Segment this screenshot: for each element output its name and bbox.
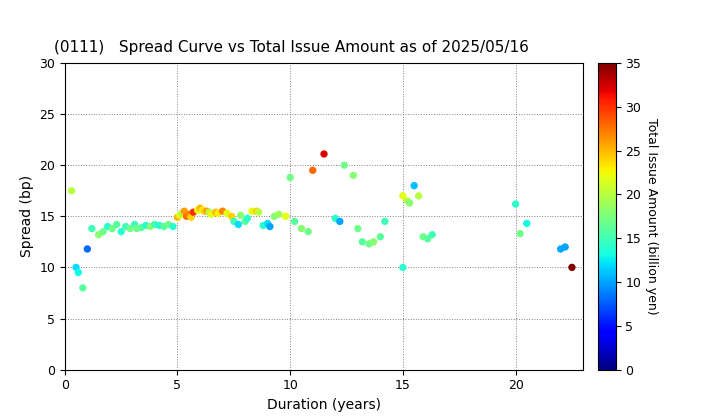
Point bbox=[125, 225, 136, 232]
Point bbox=[187, 209, 199, 215]
Point bbox=[197, 207, 208, 213]
Point bbox=[262, 220, 274, 227]
Point bbox=[251, 208, 262, 215]
Point bbox=[172, 214, 184, 220]
X-axis label: Duration (years): Duration (years) bbox=[267, 398, 381, 412]
Point bbox=[559, 244, 571, 250]
Point bbox=[81, 246, 93, 252]
Point bbox=[185, 214, 197, 220]
Point bbox=[135, 224, 147, 231]
Point bbox=[115, 228, 127, 235]
Point bbox=[348, 172, 359, 179]
Point bbox=[167, 223, 179, 230]
Point bbox=[338, 162, 350, 168]
Point bbox=[153, 222, 165, 229]
Point bbox=[397, 264, 409, 271]
Point bbox=[397, 192, 409, 199]
Point bbox=[111, 221, 122, 228]
Point bbox=[174, 212, 186, 219]
Y-axis label: Spread (bp): Spread (bp) bbox=[19, 175, 34, 257]
Point bbox=[284, 174, 296, 181]
Point bbox=[289, 218, 300, 225]
Point bbox=[280, 213, 292, 220]
Point bbox=[235, 212, 246, 219]
Point bbox=[302, 228, 314, 235]
Point bbox=[194, 205, 206, 212]
Point bbox=[176, 210, 188, 217]
Point bbox=[242, 215, 253, 222]
Point bbox=[228, 218, 240, 225]
Point bbox=[257, 222, 269, 229]
Y-axis label: Total Issue Amount (billion yen): Total Issue Amount (billion yen) bbox=[645, 118, 658, 315]
Point bbox=[158, 223, 170, 230]
Point bbox=[192, 207, 204, 213]
Point bbox=[129, 221, 140, 228]
Point bbox=[356, 239, 368, 245]
Point bbox=[402, 197, 413, 204]
Point bbox=[205, 211, 217, 218]
Point bbox=[233, 221, 244, 228]
Point bbox=[140, 222, 152, 229]
Point bbox=[107, 225, 118, 232]
Point bbox=[521, 220, 533, 227]
Point bbox=[102, 223, 113, 230]
Point bbox=[418, 234, 429, 240]
Point bbox=[368, 239, 379, 245]
Point bbox=[296, 225, 307, 232]
Point bbox=[264, 223, 276, 230]
Point bbox=[131, 225, 143, 232]
Point bbox=[163, 221, 174, 228]
Point bbox=[120, 223, 132, 230]
Point bbox=[413, 192, 424, 199]
Point bbox=[334, 218, 346, 225]
Point bbox=[566, 264, 577, 271]
Point bbox=[93, 231, 104, 238]
Point bbox=[404, 200, 415, 206]
Point bbox=[210, 209, 222, 215]
Point bbox=[408, 182, 420, 189]
Point bbox=[86, 225, 98, 232]
Point bbox=[181, 213, 192, 220]
Point bbox=[379, 218, 391, 225]
Point bbox=[253, 209, 264, 215]
Point bbox=[66, 187, 77, 194]
Point bbox=[246, 208, 258, 215]
Point bbox=[212, 210, 224, 217]
Point bbox=[239, 218, 251, 225]
Point bbox=[77, 284, 89, 291]
Point bbox=[199, 208, 210, 215]
Point bbox=[510, 201, 521, 207]
Point bbox=[179, 208, 190, 215]
Point bbox=[226, 213, 238, 220]
Point bbox=[145, 223, 156, 230]
Point bbox=[307, 167, 318, 173]
Point bbox=[269, 213, 280, 220]
Point bbox=[203, 209, 215, 215]
Point bbox=[217, 208, 228, 215]
Point bbox=[71, 264, 82, 271]
Point bbox=[73, 269, 84, 276]
Point bbox=[422, 236, 433, 242]
Text: (0111)   Spread Curve vs Total Issue Amount as of 2025/05/16: (0111) Spread Curve vs Total Issue Amoun… bbox=[55, 40, 529, 55]
Point bbox=[149, 221, 161, 228]
Point bbox=[273, 211, 284, 218]
Point bbox=[514, 230, 526, 237]
Point bbox=[201, 208, 212, 215]
Point bbox=[374, 234, 386, 240]
Point bbox=[330, 215, 341, 222]
Point bbox=[221, 210, 233, 217]
Point bbox=[364, 241, 375, 247]
Point bbox=[318, 151, 330, 158]
Point bbox=[352, 225, 364, 232]
Point bbox=[97, 228, 109, 235]
Point bbox=[183, 211, 194, 218]
Point bbox=[555, 246, 567, 252]
Point bbox=[426, 231, 438, 238]
